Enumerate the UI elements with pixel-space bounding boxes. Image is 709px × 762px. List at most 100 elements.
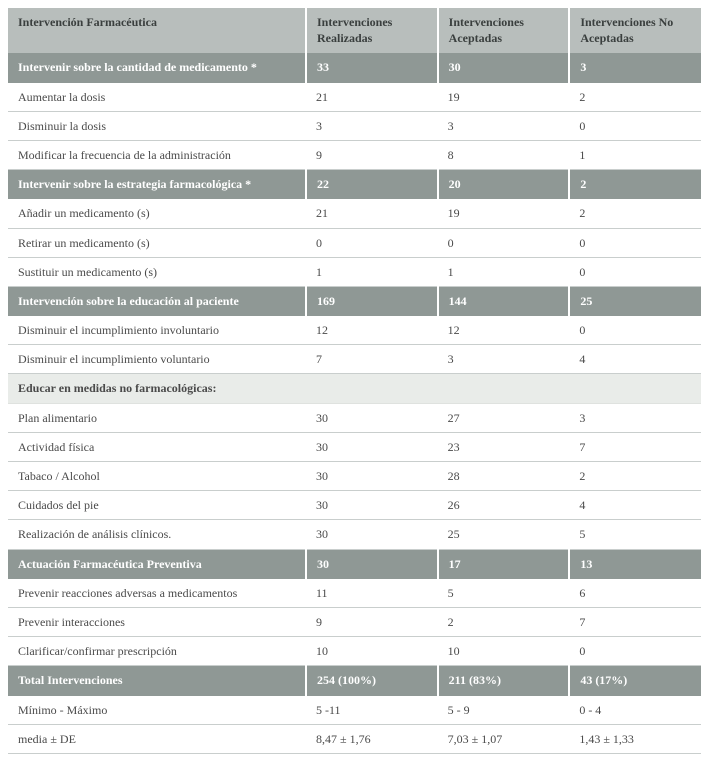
- table-container: Intervención Farmacéutica Intervenciones…: [0, 0, 709, 762]
- table-cell: 3: [569, 403, 701, 432]
- table-cell: 10: [438, 637, 570, 666]
- table-row: Plan alimentario30273: [8, 403, 701, 432]
- table-row: Sustituir un medicamento (s)110: [8, 257, 701, 286]
- table-body: Intervenir sobre la cantidad de medicame…: [8, 53, 701, 754]
- table-header-row: Intervención Farmacéutica Intervenciones…: [8, 8, 701, 53]
- table-cell: 9: [306, 607, 438, 636]
- table-row: Total Intervenciones254 (100%)211 (83%)4…: [8, 666, 701, 695]
- table-cell: media ± DE: [8, 724, 306, 753]
- table-cell: 7,03 ± 1,07: [438, 724, 570, 753]
- table-cell: 6: [569, 578, 701, 607]
- table-cell: 5 -11: [306, 695, 438, 724]
- table-row: Educar en medidas no farmacológicas:: [8, 374, 701, 403]
- table-row: Actuación Farmacéutica Preventiva301713: [8, 549, 701, 578]
- table-row: Modificar la frecuencia de la administra…: [8, 140, 701, 169]
- col-header-aceptadas: Intervenciones Aceptadas: [438, 8, 570, 53]
- table-cell: Intervenir sobre la cantidad de medicame…: [8, 53, 306, 82]
- table-cell: 12: [306, 316, 438, 345]
- table-cell: 22: [306, 170, 438, 199]
- table-cell: 30: [438, 53, 570, 82]
- table-cell: 4: [569, 491, 701, 520]
- table-cell: 33: [306, 53, 438, 82]
- table-cell: Prevenir interacciones: [8, 607, 306, 636]
- table-row: Prevenir interacciones927: [8, 607, 701, 636]
- table-cell: 3: [306, 111, 438, 140]
- table-cell: 12: [438, 316, 570, 345]
- table-cell: 30: [306, 520, 438, 549]
- table-cell: Modificar la frecuencia de la administra…: [8, 140, 306, 169]
- table-cell: 7: [569, 432, 701, 461]
- table-cell: 13: [569, 549, 701, 578]
- intervention-table: Intervención Farmacéutica Intervenciones…: [8, 8, 701, 754]
- table-cell: 25: [569, 286, 701, 315]
- table-cell: 3: [569, 53, 701, 82]
- table-cell: 0: [569, 257, 701, 286]
- table-cell: Plan alimentario: [8, 403, 306, 432]
- table-cell: 30: [306, 549, 438, 578]
- table-cell: Disminuir la dosis: [8, 111, 306, 140]
- table-cell: 21: [306, 82, 438, 111]
- table-row: Clarificar/confirmar prescripción10100: [8, 637, 701, 666]
- table-cell: 9: [306, 140, 438, 169]
- table-cell: 26: [438, 491, 570, 520]
- table-row: Prevenir reacciones adversas a medicamen…: [8, 578, 701, 607]
- table-cell: 2: [438, 607, 570, 636]
- table-cell: 7: [306, 345, 438, 374]
- table-cell: Intervención sobre la educación al pacie…: [8, 286, 306, 315]
- table-cell: 254 (100%): [306, 666, 438, 695]
- table-cell: 28: [438, 462, 570, 491]
- table-cell: 2: [569, 170, 701, 199]
- table-cell: 7: [569, 607, 701, 636]
- table-cell: [569, 374, 701, 403]
- table-row: Realización de análisis clínicos.30255: [8, 520, 701, 549]
- table-cell: 30: [306, 491, 438, 520]
- table-cell: 5: [438, 578, 570, 607]
- table-cell: 8,47 ± 1,76: [306, 724, 438, 753]
- table-cell: 30: [306, 462, 438, 491]
- table-row: Intervenir sobre la cantidad de medicame…: [8, 53, 701, 82]
- table-cell: Prevenir reacciones adversas a medicamen…: [8, 578, 306, 607]
- table-row: Intervención sobre la educación al pacie…: [8, 286, 701, 315]
- table-cell: 11: [306, 578, 438, 607]
- table-cell: 0: [569, 316, 701, 345]
- table-cell: 2: [569, 82, 701, 111]
- table-cell: 211 (83%): [438, 666, 570, 695]
- table-cell: 30: [306, 403, 438, 432]
- table-cell: 1: [569, 140, 701, 169]
- table-cell: Sustituir un medicamento (s): [8, 257, 306, 286]
- table-cell: 17: [438, 549, 570, 578]
- table-cell: Tabaco / Alcohol: [8, 462, 306, 491]
- table-cell: Disminuir el incumplimiento voluntario: [8, 345, 306, 374]
- table-row: Actividad física30237: [8, 432, 701, 461]
- table-cell: 20: [438, 170, 570, 199]
- table-cell: 0 - 4: [569, 695, 701, 724]
- table-row: Aumentar la dosis21192: [8, 82, 701, 111]
- table-row: Mínimo - Máximo5 -115 - 90 - 4: [8, 695, 701, 724]
- table-row: Añadir un medicamento (s)21192: [8, 199, 701, 228]
- table-cell: 8: [438, 140, 570, 169]
- table-cell: 10: [306, 637, 438, 666]
- table-cell: 3: [438, 345, 570, 374]
- table-cell: 0: [569, 637, 701, 666]
- table-cell: Realización de análisis clínicos.: [8, 520, 306, 549]
- table-cell: 169: [306, 286, 438, 315]
- table-cell: Cuidados del pie: [8, 491, 306, 520]
- table-row: Retirar un medicamento (s)000: [8, 228, 701, 257]
- table-cell: 2: [569, 462, 701, 491]
- table-cell: [306, 374, 438, 403]
- table-cell: 5 - 9: [438, 695, 570, 724]
- table-cell: 2: [569, 199, 701, 228]
- table-cell: Retirar un medicamento (s): [8, 228, 306, 257]
- table-cell: 19: [438, 82, 570, 111]
- table-row: Intervenir sobre la estrategia farmacoló…: [8, 170, 701, 199]
- table-cell: 1: [306, 257, 438, 286]
- table-cell: 30: [306, 432, 438, 461]
- table-cell: Intervenir sobre la estrategia farmacoló…: [8, 170, 306, 199]
- table-cell: Clarificar/confirmar prescripción: [8, 637, 306, 666]
- table-cell: 1: [438, 257, 570, 286]
- table-cell: Mínimo - Máximo: [8, 695, 306, 724]
- table-row: Tabaco / Alcohol30282: [8, 462, 701, 491]
- table-cell: 0: [438, 228, 570, 257]
- table-cell: Aumentar la dosis: [8, 82, 306, 111]
- table-cell: 5: [569, 520, 701, 549]
